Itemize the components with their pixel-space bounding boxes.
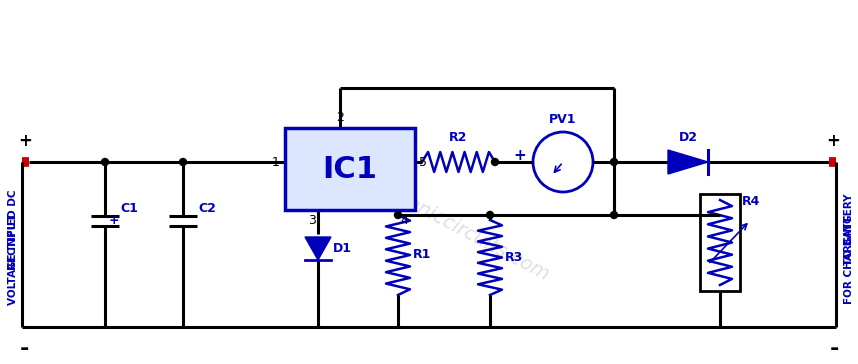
Text: R3: R3 <box>505 251 523 264</box>
Text: R2: R2 <box>450 131 468 144</box>
Text: D2: D2 <box>679 131 698 144</box>
Text: R4: R4 <box>742 195 760 208</box>
Text: 2: 2 <box>336 111 344 124</box>
Text: D1: D1 <box>333 241 352 254</box>
Text: 1: 1 <box>272 155 280 169</box>
Text: TO BATTERY: TO BATTERY <box>844 194 854 265</box>
Polygon shape <box>668 150 708 174</box>
Circle shape <box>395 211 402 218</box>
Text: +: + <box>109 214 119 228</box>
Text: R1: R1 <box>413 249 432 261</box>
Circle shape <box>486 211 493 218</box>
Text: -: - <box>830 339 838 359</box>
Bar <box>700 194 740 291</box>
Text: www.electroniccircuits.com: www.electroniccircuits.com <box>307 143 553 285</box>
Text: +: + <box>18 132 32 150</box>
Text: 5: 5 <box>419 155 427 169</box>
Text: C1: C1 <box>120 202 138 215</box>
Text: IC1: IC1 <box>323 154 378 183</box>
Bar <box>285 128 415 210</box>
Text: RECTIFIED DC: RECTIFIED DC <box>8 189 18 270</box>
Text: C2: C2 <box>198 202 216 215</box>
Circle shape <box>101 158 108 166</box>
Text: -: - <box>20 339 28 359</box>
Text: 3: 3 <box>308 214 316 227</box>
Text: +: + <box>826 132 840 150</box>
Text: PV1: PV1 <box>549 113 577 126</box>
Text: 4: 4 <box>400 214 408 227</box>
Circle shape <box>492 158 498 166</box>
Text: FOR CHARGING: FOR CHARGING <box>844 215 854 304</box>
Text: +: + <box>513 149 526 163</box>
Text: VOLTAGE INPUT: VOLTAGE INPUT <box>8 214 18 305</box>
Polygon shape <box>305 237 331 260</box>
Circle shape <box>179 158 186 166</box>
Circle shape <box>611 211 618 218</box>
Circle shape <box>611 158 618 166</box>
